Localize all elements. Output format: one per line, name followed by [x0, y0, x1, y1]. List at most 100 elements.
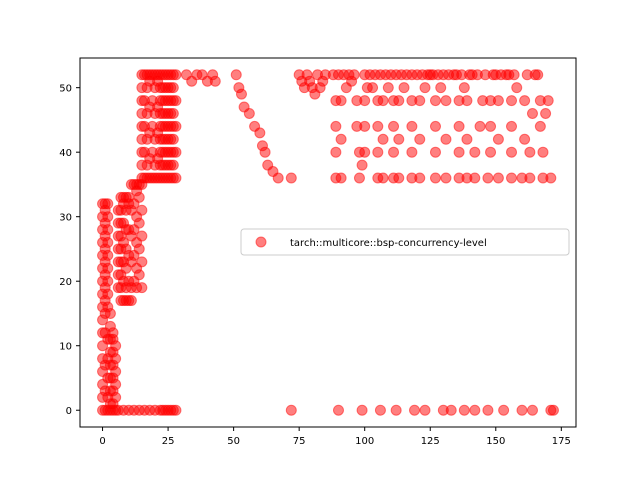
data-point [506, 172, 518, 184]
data-point [102, 224, 114, 236]
data-point [461, 95, 473, 107]
data-point [485, 120, 497, 132]
data-point [498, 404, 510, 416]
data-point [429, 172, 441, 184]
data-point [377, 133, 389, 145]
data-point [382, 82, 394, 94]
data-point [388, 120, 400, 132]
data-point [110, 391, 122, 403]
legend: tarch::multicore::bsp-concurrency-level [240, 228, 570, 256]
x-tick-label: 125 [421, 436, 440, 447]
data-point [414, 95, 426, 107]
data-point [469, 146, 481, 158]
data-point [335, 172, 347, 184]
x-tick-label: 175 [552, 436, 571, 447]
data-point [445, 404, 457, 416]
data-point [414, 172, 426, 184]
data-point [372, 146, 384, 158]
plot-frame [79, 57, 577, 428]
data-point [170, 120, 182, 132]
data-point [537, 146, 549, 158]
data-point [474, 120, 486, 132]
data-point [440, 172, 452, 184]
data-point [393, 95, 405, 107]
legend-label: tarch::multicore::bsp-concurrency-level [290, 238, 487, 249]
data-point [374, 404, 386, 416]
data-point [102, 288, 114, 300]
data-point [388, 146, 400, 158]
data-point [353, 172, 365, 184]
data-point [107, 327, 119, 339]
data-point [102, 237, 114, 248]
data-point [519, 95, 531, 107]
x-tick-label: 150 [486, 436, 505, 447]
data-point [136, 282, 148, 294]
data-point [335, 133, 347, 145]
x-tick-label: 100 [355, 436, 374, 447]
data-point [469, 404, 481, 416]
data-point [524, 172, 536, 184]
data-point [482, 172, 494, 184]
data-point [133, 191, 145, 203]
y-tick-label: 10 [59, 342, 72, 353]
data-point [429, 146, 441, 158]
data-point [136, 204, 148, 216]
data-point [492, 133, 504, 145]
y-tick-label: 20 [59, 277, 72, 288]
data-point [356, 404, 368, 416]
data-point [519, 133, 531, 145]
data-point [110, 353, 122, 365]
data-point [359, 95, 371, 107]
data-point [110, 340, 122, 352]
data-point [542, 95, 554, 107]
data-point [243, 107, 255, 119]
x-tick-label: 75 [293, 436, 306, 447]
data-point [110, 378, 122, 390]
data-point [545, 172, 557, 184]
data-point [406, 120, 418, 132]
data-point [511, 82, 523, 94]
data-point [235, 88, 247, 100]
data-point [209, 75, 221, 87]
data-point [133, 243, 145, 255]
data-point [285, 404, 297, 416]
data-point [526, 404, 538, 416]
data-point [170, 172, 182, 184]
data-point [330, 120, 342, 132]
data-point [102, 262, 114, 274]
x-tick-label: 50 [227, 436, 240, 447]
data-point [367, 82, 379, 94]
data-point [230, 69, 242, 81]
data-point [136, 230, 148, 242]
y-tick-label: 0 [66, 406, 72, 417]
data-point [359, 146, 371, 158]
data-point [508, 69, 520, 81]
data-point [133, 217, 145, 229]
data-point [332, 404, 344, 416]
data-point [393, 133, 405, 145]
data-point [492, 172, 504, 184]
data-point [461, 133, 473, 145]
data-point [469, 172, 481, 184]
data-point [429, 120, 441, 132]
data-point [526, 107, 538, 119]
data-point [125, 295, 137, 307]
data-point [524, 146, 536, 158]
data-point [356, 159, 368, 171]
data-point [482, 404, 494, 416]
data-point [167, 159, 179, 171]
x-tick-label: 25 [162, 436, 175, 447]
data-point [429, 95, 441, 107]
data-point [506, 120, 518, 132]
data-point [372, 120, 384, 132]
data-point [393, 172, 405, 184]
data-point [390, 404, 402, 416]
data-point [170, 404, 182, 416]
data-point [547, 404, 559, 416]
data-point [359, 120, 371, 132]
y-tick-label: 40 [59, 148, 72, 159]
data-point [167, 82, 179, 94]
data-point [440, 95, 452, 107]
data-point [170, 95, 182, 107]
